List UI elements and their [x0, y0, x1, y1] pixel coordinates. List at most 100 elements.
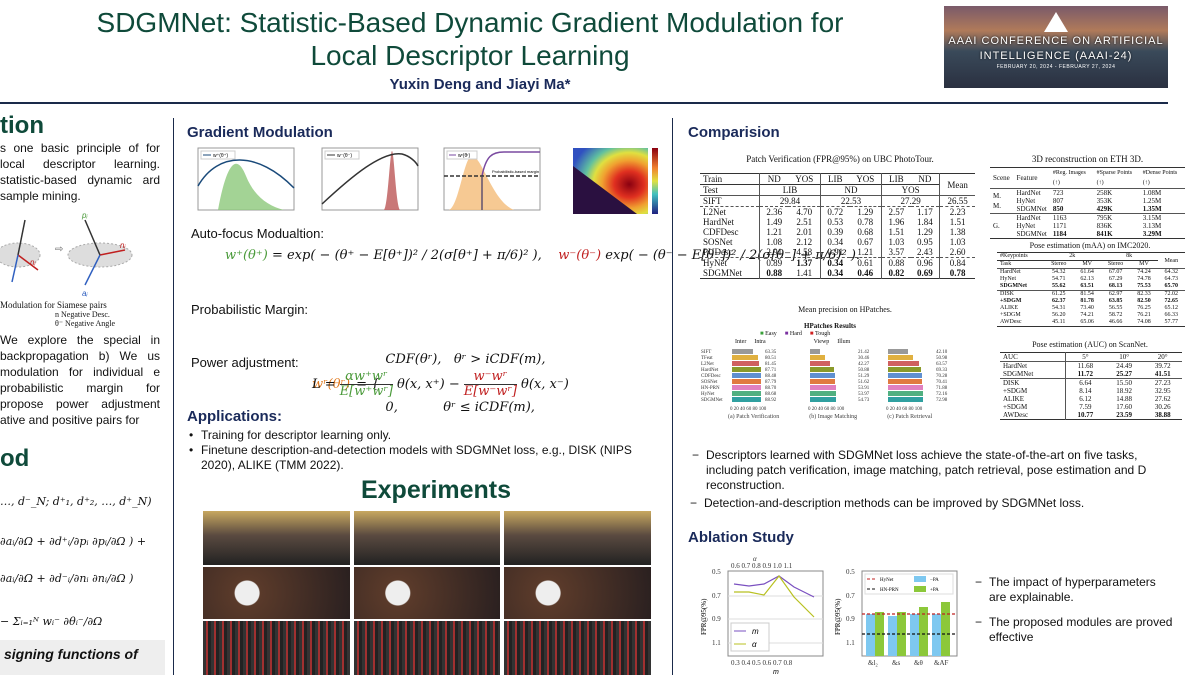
column-divider-1	[173, 118, 174, 675]
ablation-line-chart: α 0.6 0.7 0.8 0.9 1.0 1.1 0.5 0.7 0.9 1.1 0…	[700, 555, 824, 675]
plot-negative-weight: w⁻(θ⁻)	[321, 147, 419, 211]
margin-case-1: CDF(θʳ), θʳ > iCDF(m),	[385, 352, 546, 367]
gradient-modulation-heading: Gradient Modulation	[187, 124, 333, 141]
ablation-heading: Ablation Study	[688, 529, 794, 546]
conclusion-text: Detection-and-description methods can be…	[704, 496, 1085, 510]
conference-banner: AAAI CONFERENCE ON ARTIFICIAL INTELLIGEN…	[944, 6, 1168, 88]
figure-legend: n Negative Desc. θ⁻ Negative Angle	[55, 310, 115, 328]
svg-text:aᵢ: aᵢ	[82, 289, 88, 298]
svg-text:87.79: 87.79	[765, 380, 777, 385]
imc-row: AWDesc 45.11 65.06 46.66 74.08 57.77	[997, 319, 1185, 327]
applications-heading: Applications:	[187, 408, 283, 425]
conference-dates: FEBRUARY 20, 2024 - FEBRUARY 27, 2024	[996, 64, 1116, 70]
svg-text:30.46: 30.46	[858, 356, 870, 361]
legend-minus-pa: −PA	[930, 578, 939, 583]
match-image-mural	[504, 567, 652, 619]
subcaption-a: (a) Patch Verification	[728, 414, 780, 420]
svg-text:69.33: 69.33	[936, 368, 948, 373]
imc-row: HyNet 54.71 62.13 67.29 74.78 64.73	[1000, 276, 1179, 282]
ubc-train-row: Train ND YOS LIB YOS LIB ND Mean	[700, 173, 975, 190]
subcaption-b: (b) Image Matching	[809, 414, 858, 420]
hpatches-legend-1: ■ Easy ■ Hard ■ Tough	[760, 331, 830, 337]
svg-text:87.71: 87.71	[765, 368, 777, 373]
eth3d-row: SDGMNet 1184 841K 3.29M	[990, 230, 1185, 239]
legend-negative-angle: θ⁻ Negative Angle	[55, 319, 116, 328]
power-num-pos: αw⁺wʳ	[345, 369, 388, 384]
plot3-annotation: Probabilistic-based margin	[492, 169, 539, 174]
imc-row: DISK 61.25 81.54 62.97 82.33 72.02	[997, 290, 1185, 298]
w-r-term: wʳ(θʳ)	[312, 376, 351, 392]
title-line-1: SDGMNet: Statistic-Based Dynamic Gradien…	[96, 7, 844, 38]
svg-text:HyNet: HyNet	[701, 392, 715, 397]
svg-text:53.91: 53.91	[858, 386, 870, 391]
eth3d-row: HyNet 807 353K 1.25M	[1016, 197, 1162, 205]
method-equation-2: ∂aᵢ/∂Ω + ∂d⁺ᵢ/∂pᵢ ∂pᵢ/∂Ω ) +	[0, 535, 147, 548]
margin-case-2: 0, θʳ ≤ iCDF(m),	[385, 400, 535, 415]
w-minus-term: w⁻(θ⁻)	[558, 248, 602, 263]
scannet-row: HardNet 11.68 24.49 39.72	[1000, 361, 1182, 370]
ubc-caption: Patch Verification (FPR@95%) on UBC Phot…	[746, 154, 934, 164]
svg-text:nᵢ: nᵢ	[120, 241, 126, 250]
svg-text:71.88: 71.88	[936, 386, 948, 391]
applications-list: • Training for descriptor learning only. …	[187, 428, 657, 473]
legend-plus-pa: +PA	[930, 588, 939, 593]
eth3d-header: Scene Feature #Reg. Images (↑) #Sparse P…	[990, 167, 1185, 189]
match-image-statue	[504, 511, 652, 566]
legend-tough: ■ Tough	[809, 331, 831, 337]
bars-image-matching	[810, 349, 836, 402]
svg-text:0.3 0.4 0.5 0.6 0.7 0.8: 0.3 0.4 0.5 0.6 0.7 0.8	[731, 659, 793, 667]
ablation-bar-chart: 0.50.70.91.1 FPR@95(%) HyNet HN-PRN −PA …	[834, 568, 958, 667]
svg-text:51.29: 51.29	[858, 374, 870, 379]
w-plus-rhs: = exp( − (θ⁺ − E[θ⁺])² / 2(σ[θ⁺] + π/6)²…	[271, 248, 542, 263]
column-divider-2	[672, 118, 673, 675]
hpatches-legend-2: Inter Intra Viewp Illum	[735, 339, 850, 345]
ubc-row-sdgmnet: SDGMNet 0.88 1.41 0.34 0.46 0.82 0.69 0.78	[700, 268, 975, 279]
match-image-statue	[353, 511, 501, 566]
svg-text:&s: &s	[892, 659, 900, 667]
authors: Yuxin Deng and Jiayi Ma*	[389, 76, 571, 93]
hpatches-caption: Mean precision on HPatches.	[798, 305, 892, 314]
ubc-row: L2Net 2.36 4.70 0.72 1.29 2.57 1.17 2.23	[700, 206, 975, 217]
scannet-row: DISK 6.64 15.50 27.23	[1000, 378, 1182, 387]
svg-text:&θ: &θ	[914, 659, 923, 667]
svg-text:0.9: 0.9	[712, 615, 721, 623]
svg-text:&l₂: &l₂	[868, 659, 878, 667]
svg-text:80.51: 80.51	[765, 356, 777, 361]
application-item: • Training for descriptor learning only.	[189, 428, 392, 442]
eth3d-row: HyNet 1171 836K 3.13M	[1016, 222, 1162, 230]
svg-text:FPR@95(%): FPR@95(%)	[834, 598, 842, 635]
match-image-statue	[203, 511, 350, 566]
ubc-row: SOSNet 1.08 2.12 0.34 0.67 1.03 0.95 1.03	[700, 237, 975, 247]
eth3d-table: Scene Feature #Reg. Images (↑) #Sparse P…	[990, 167, 1185, 239]
bars-patch-verification	[732, 349, 761, 402]
eth3d-row: SDGMNet 850 429K 1.35M	[1016, 205, 1162, 213]
footer-note: signing functions of	[0, 640, 165, 675]
intro-heading: tion	[0, 112, 44, 139]
ablation-note-text: The impact of hyperparameters are explai…	[989, 575, 1156, 604]
svg-text:63.57: 63.57	[936, 362, 948, 367]
svg-text:88.48: 88.48	[765, 374, 777, 379]
conference-name-2: INTELLIGENCE (AAAI-24)	[979, 50, 1133, 62]
imc-header-1: #Keypoints 2k 8k Mean	[997, 252, 1185, 264]
legend-m: m	[752, 627, 759, 636]
imc-row: +SDGM 62.37 81.78 63.85 82.50 72.65	[1000, 298, 1179, 304]
svg-text:0.9: 0.9	[846, 615, 855, 623]
comparison-conclusions: − Descriptors learned with SDGMNet loss a…	[690, 448, 1160, 511]
svg-text:HN-PRN: HN-PRN	[701, 386, 720, 391]
autofocus-label: Auto-focus Modualtion:	[191, 226, 324, 241]
intro-text: s one basic principle of for local descr…	[0, 141, 160, 203]
svg-text:pᵢ: pᵢ	[81, 211, 88, 220]
subcaption-c: (c) Patch Retrieval	[887, 414, 933, 420]
conclusion-item: − Detection-and-description methods can b…	[690, 496, 1085, 510]
power-den-pos: E[w⁺wʳ]	[339, 384, 393, 399]
svg-text:TFeat: TFeat	[701, 356, 713, 361]
ablation-note-text: The proposed modules are proved effectiv…	[989, 615, 1173, 644]
svg-text:SOSNet: SOSNet	[701, 380, 718, 385]
plot2-legend: w⁻(θ⁻)	[337, 153, 352, 159]
svg-text:53.97: 53.97	[858, 392, 870, 397]
method-heading: od	[0, 445, 30, 472]
legend-hn-prn: HN-PRN	[880, 588, 899, 593]
svg-text:SDGMNet: SDGMNet	[701, 398, 723, 403]
application-text: Training for descriptor learning only.	[201, 428, 392, 442]
legend-viewp: Viewp	[813, 339, 830, 345]
